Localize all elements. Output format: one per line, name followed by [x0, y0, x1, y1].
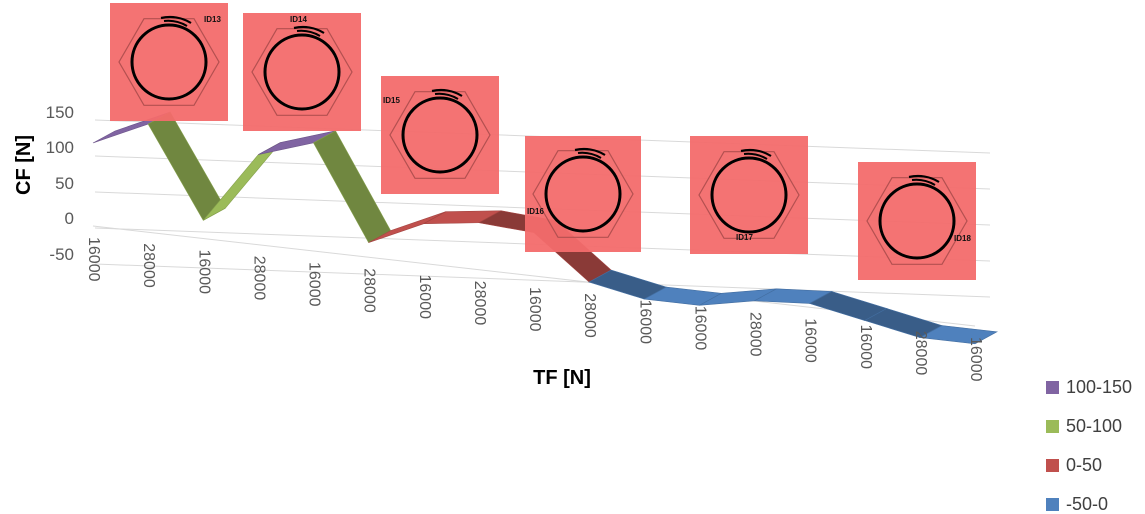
x-tick-label: 28000: [471, 281, 488, 326]
legend-label: 50-100: [1066, 416, 1122, 436]
legend-swatch: [1046, 498, 1059, 511]
inset-image: ID15: [381, 76, 499, 194]
x-tick-label: 16000: [967, 337, 984, 382]
x-tick-label: 16000: [857, 325, 874, 370]
inset-label: ID13: [204, 15, 221, 24]
inset-label: ID18: [954, 234, 971, 243]
x-tick-label: 28000: [912, 331, 929, 376]
inset-label: ID15: [383, 96, 400, 105]
x-tick-label: 16000: [85, 237, 102, 282]
x-tick-label: 16000: [802, 318, 819, 363]
legend: 100-150 50-100 0-50 -50-0: [1046, 377, 1132, 514]
x-tick-label: 16000: [691, 306, 708, 351]
x-tick-label: 28000: [361, 268, 378, 313]
x-tick-label: 28000: [581, 293, 598, 338]
legend-label: 100-150: [1066, 377, 1132, 397]
inset-images: ID13 ID14 ID15 ID16 ID17 ID18: [110, 3, 976, 280]
y-axis: 150 100 50 0 -50: [46, 103, 74, 264]
legend-label: -50-0: [1066, 494, 1108, 514]
inset-image: ID13: [110, 3, 228, 121]
x-tick-label: 16000: [636, 300, 653, 345]
x-tick-label: 28000: [250, 256, 267, 301]
surface-segment: [147, 111, 226, 221]
inset-label: ID17: [736, 233, 753, 242]
legend-swatch: [1046, 420, 1059, 433]
y-tick-label: 100: [46, 138, 74, 157]
inset-label: ID14: [290, 15, 307, 24]
surface-segment: [918, 325, 998, 345]
x-axis-title: TF [N]: [533, 367, 591, 389]
surface-segment: [203, 142, 281, 221]
y-tick-label: 0: [65, 209, 74, 228]
inset-image: ID17: [690, 136, 808, 254]
x-tick-label: 16000: [195, 250, 212, 295]
legend-label: 0-50: [1066, 455, 1102, 475]
y-tick-label: -50: [49, 245, 74, 264]
y-axis-title: CF [N]: [13, 135, 35, 195]
surface-segment: [313, 130, 392, 244]
x-axis: 16000 28000 16000 28000 16000 28000 16000 28000…: [85, 237, 984, 382]
inset-image: ID16: [525, 136, 641, 252]
x-tick-label: 28000: [140, 243, 157, 288]
inset-image: ID14: [243, 13, 361, 131]
y-tick-label: 150: [46, 103, 74, 122]
gridline: [94, 263, 991, 298]
y-tick-label: 50: [55, 174, 74, 193]
inset-label: ID16: [527, 207, 544, 216]
legend-swatch: [1046, 381, 1059, 394]
x-tick-label: 28000: [747, 312, 764, 357]
x-tick-label: 16000: [306, 262, 323, 307]
legend-swatch: [1046, 459, 1059, 472]
x-tick-label: 16000: [526, 287, 543, 332]
x-tick-label: 16000: [416, 275, 433, 320]
inset-image: ID18: [858, 162, 976, 280]
